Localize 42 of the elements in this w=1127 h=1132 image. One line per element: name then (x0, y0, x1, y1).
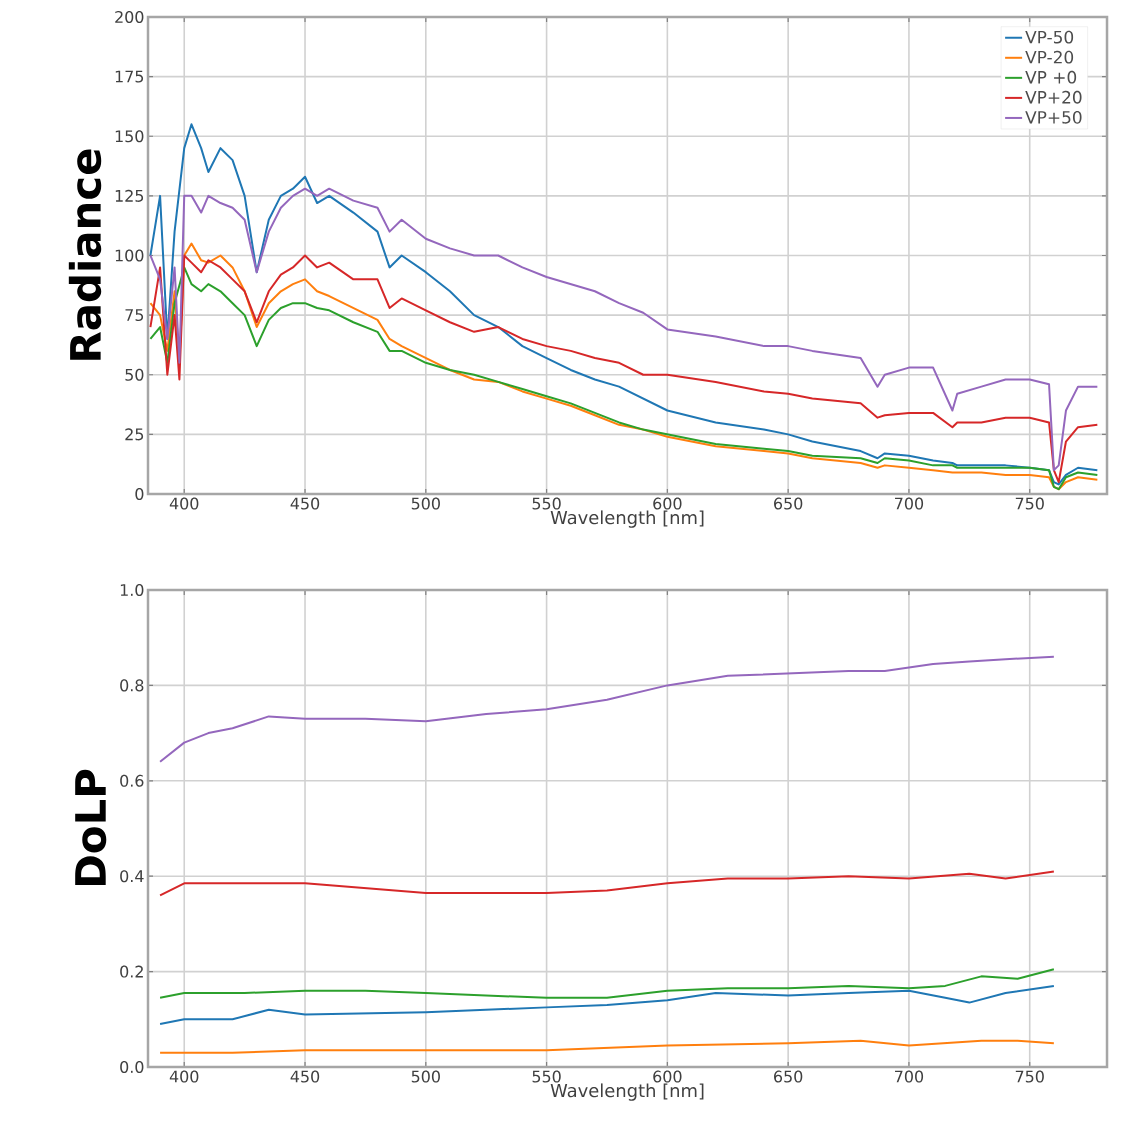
y-tick-label: 0.2 (120, 965, 143, 978)
x-tick-label: 650 (774, 1070, 803, 1083)
x-tick-label: 600 (653, 1070, 682, 1083)
legend-label: VP-20 (1025, 50, 1074, 64)
x-axis-title: Wavelength [nm] (550, 1083, 704, 1101)
x-tick-label: 700 (895, 497, 924, 510)
x-tick-label: 700 (895, 1070, 924, 1083)
x-tick-label: 500 (411, 1070, 440, 1083)
y-tick-label: 125 (115, 189, 144, 202)
y-tick-label: 25 (125, 428, 144, 441)
legend-label: VP+50 (1025, 110, 1082, 124)
y-tick-label: 0.8 (120, 679, 144, 692)
x-tick-label: 400 (169, 497, 199, 510)
y-tick-label: 0.4 (120, 870, 144, 883)
y-tick-label: 150 (115, 130, 144, 143)
y-tick-label: 0.6 (120, 774, 144, 787)
y-tick-label: 75 (125, 309, 144, 322)
legend-label: VP-50 (1025, 30, 1074, 44)
x-tick-label: 450 (290, 497, 320, 510)
x-tick-label: 750 (1015, 1070, 1044, 1083)
y-tick-label: 1.0 (120, 583, 144, 597)
legend-label: VP+20 (1025, 90, 1082, 104)
legend-label: VP +0 (1025, 70, 1077, 84)
x-tick-label: 550 (532, 497, 561, 510)
y-axis-title: DoLP (75, 769, 107, 886)
y-tick-label: 200 (115, 10, 144, 24)
y-tick-label: 175 (115, 70, 144, 83)
y-tick-label: 50 (125, 368, 144, 381)
x-tick-label: 750 (1015, 497, 1044, 510)
line-series (159, 968, 1055, 999)
y-tick-label: 0.0 (120, 1060, 144, 1074)
x-tick-label: 400 (169, 1070, 199, 1083)
line-series (159, 984, 1055, 1026)
y-tick-label: 0 (135, 487, 144, 501)
x-tick-label: 550 (532, 1070, 561, 1083)
x-tick-label: 650 (774, 497, 803, 510)
y-tick-label: 100 (115, 249, 144, 262)
x-axis-title: Wavelength [nm] (550, 510, 704, 528)
x-tick-label: 450 (290, 1070, 320, 1083)
x-tick-label: 500 (411, 497, 440, 510)
y-axis-title: Radiance (68, 149, 102, 360)
x-tick-label: 600 (653, 497, 682, 510)
